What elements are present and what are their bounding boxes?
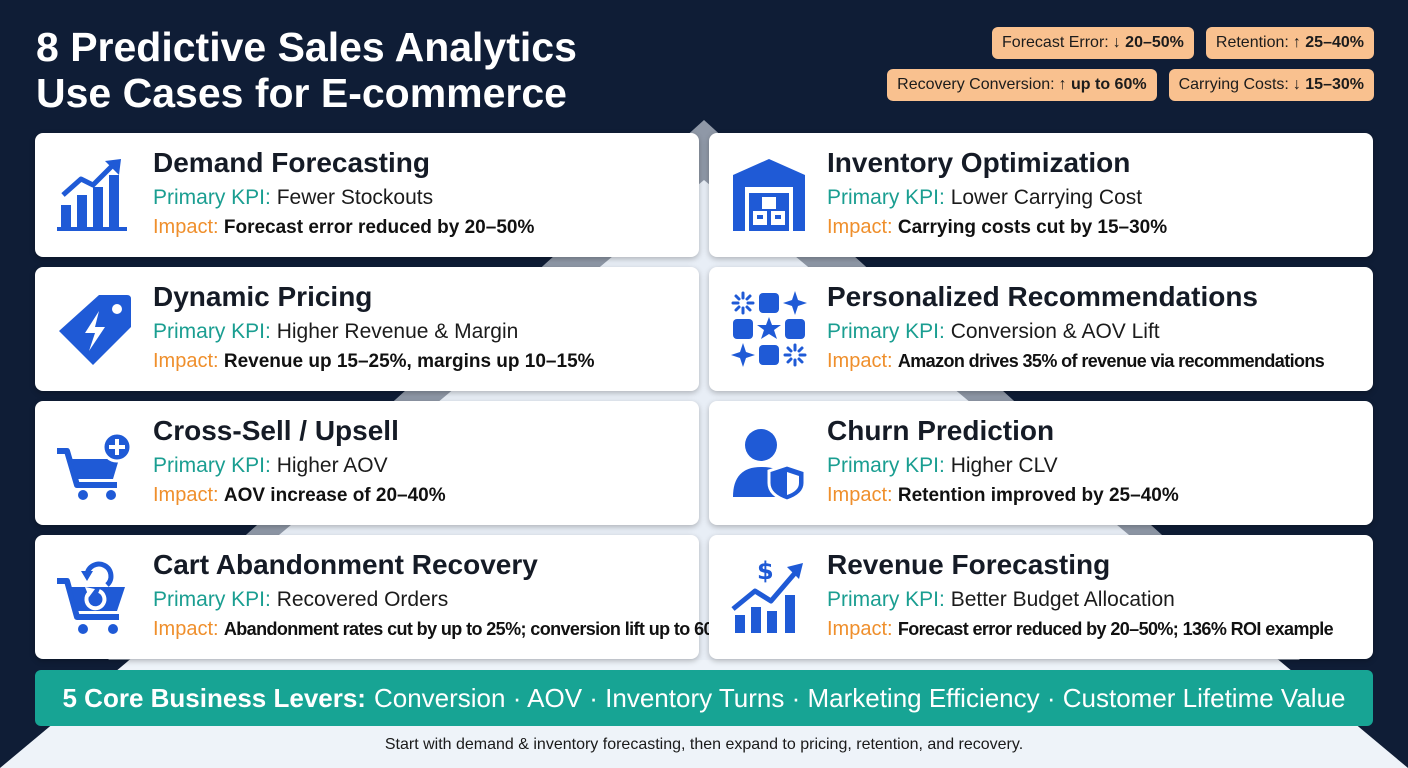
card-kpi: Primary KPI: Better Budget Allocation [827, 588, 1175, 611]
badge-recovery-conversion: Recovery Conversion: ↑ up to 60% [887, 69, 1157, 101]
card-kpi: Primary KPI: Conversion & AOV Lift [827, 320, 1160, 343]
revenue-chart-icon: $ [729, 557, 809, 637]
badge-forecast-error: Forecast Error: ↓ 20–50% [992, 27, 1194, 59]
card-demand-forecasting: Demand Forecasting Primary KPI: Fewer St… [35, 133, 699, 257]
page-title-line-1: 8 Predictive Sales Analytics [36, 24, 577, 70]
card-revenue-forecasting: $ Revenue Forecasting Primary KPI: Bette… [709, 535, 1373, 659]
card-title: Dynamic Pricing [153, 281, 373, 312]
card-impact: Impact: Retention improved by 25–40% [827, 484, 1179, 506]
card-cross-sell-upsell: Cross-Sell / Upsell Primary KPI: Higher … [35, 401, 699, 525]
cart-plus-icon [55, 423, 135, 503]
card-dynamic-pricing: Dynamic Pricing Primary KPI: Higher Reve… [35, 267, 699, 391]
card-kpi: Primary KPI: Lower Carrying Cost [827, 186, 1143, 209]
badge-carrying-costs: Carrying Costs: ↓ 15–30% [1168, 69, 1374, 101]
card-title: Demand Forecasting [153, 147, 430, 178]
cart-recover-icon [55, 557, 135, 637]
card-inventory-optimization: Inventory Optimization Primary KPI: Lowe… [709, 133, 1373, 257]
core-business-levers-bar: 5 Core Business Levers: Conversion · AOV… [35, 670, 1373, 726]
card-title: Churn Prediction [827, 415, 1055, 446]
card-personalized-recommendations: Personalized Recommendations Primary KPI… [709, 267, 1373, 391]
card-cart-abandonment-recovery: Cart Abandonment Recovery Primary KPI: R… [35, 535, 729, 659]
price-tag-lightning-icon [55, 289, 135, 369]
card-kpi: Primary KPI: Higher CLV [827, 454, 1058, 477]
metric-badges: Forecast Error: ↓ 20–50% Retention: ↑ 25–4… [814, 27, 1374, 111]
card-title: Cart Abandonment Recovery [153, 549, 538, 580]
card-impact: Impact: Abandonment rates cut by up to 2… [153, 618, 729, 640]
card-kpi: Primary KPI: Recovered Orders [153, 588, 449, 611]
card-impact: Impact: AOV increase of 20–40% [153, 484, 446, 506]
card-impact: Impact: Forecast error reduced by 20–50%… [827, 618, 1334, 640]
warehouse-icon [729, 155, 809, 235]
card-title: Cross-Sell / Upsell [153, 415, 399, 446]
card-title: Revenue Forecasting [827, 549, 1111, 580]
levers-items: Conversion · AOV · Inventory Turns · Mar… [373, 682, 1346, 713]
card-impact: Impact: Amazon drives 35% of revenue via… [827, 350, 1325, 372]
card-kpi: Primary KPI: Fewer Stockouts [153, 186, 434, 209]
card-churn-prediction: Churn Prediction Primary KPI: Higher CLV… [709, 401, 1373, 525]
user-shield-icon [729, 423, 809, 503]
badge-retention: Retention: ↑ 25–40% [1205, 27, 1374, 59]
bar-chart-growth-icon [55, 155, 135, 235]
card-impact: Impact: Forecast error reduced by 20–50% [153, 216, 535, 238]
levers-label: 5 Core Business Levers: [62, 682, 366, 713]
card-kpi: Primary KPI: Higher AOV [153, 454, 388, 477]
card-impact: Impact: Revenue up 15–25%, margins up 10… [153, 350, 595, 372]
recommendation-grid-icon [729, 289, 809, 369]
page-title-line-2: Use Cases for E-commerce [36, 70, 567, 116]
card-kpi: Primary KPI: Higher Revenue & Margin [153, 320, 519, 343]
svg-text:$: $ [757, 557, 774, 585]
card-impact: Impact: Carrying costs cut by 15–30% [827, 216, 1168, 238]
card-title: Inventory Optimization [827, 147, 1131, 178]
page-title: 8 Predictive Sales Analytics Use Cases f… [36, 24, 577, 116]
footer-note: Start with demand & inventory forecastin… [384, 736, 1024, 753]
card-title: Personalized Recommendations [827, 281, 1259, 312]
